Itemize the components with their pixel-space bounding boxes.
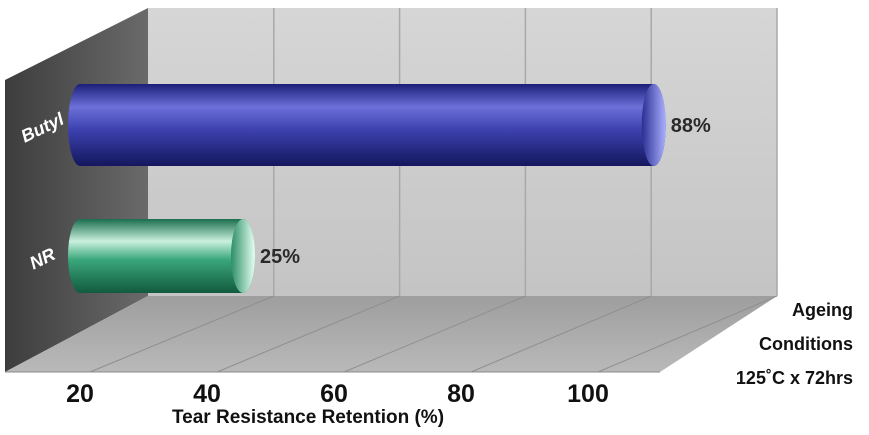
bar	[68, 219, 255, 293]
bar-value-label: 88%	[671, 115, 711, 137]
grid-line-floor	[343, 295, 526, 373]
bar-end-cap	[231, 219, 255, 293]
x-tick-label: 60	[320, 380, 348, 408]
x-axis-label: Tear Resistance Retention (%)	[172, 407, 444, 428]
grid-line-floor	[216, 295, 400, 373]
bar	[68, 84, 666, 166]
grid-line-floor	[89, 295, 274, 373]
x-tick-labels: 20 40 60 80 100	[66, 380, 609, 408]
grid-line-floor	[597, 295, 778, 373]
x-tick-label: 20	[66, 380, 94, 408]
x-tick-label: 80	[447, 380, 475, 408]
grid-line-floor	[470, 295, 652, 373]
ageing-conditions-annotation: Ageing Conditions 125˚C x 72hrs	[736, 300, 853, 388]
floor	[5, 296, 777, 372]
x-tick-label: 100	[567, 380, 609, 408]
x-tick-label: 40	[193, 380, 221, 408]
bar-value-label: 25%	[260, 246, 300, 268]
annotation-line: Conditions	[759, 334, 853, 354]
bar-end-cap	[641, 84, 666, 166]
annotation-line: Ageing	[792, 300, 853, 320]
annotation-line: 125˚C x 72hrs	[736, 368, 853, 388]
